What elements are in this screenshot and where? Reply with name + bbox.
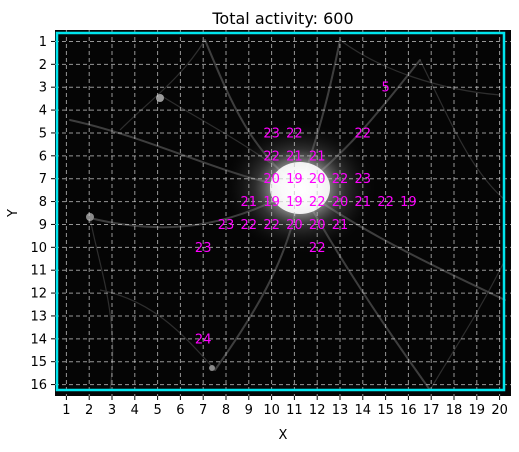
- cell-value-label: 23: [263, 126, 280, 141]
- y-tick-label: 7: [39, 172, 47, 187]
- cell-value-label: 22: [241, 218, 258, 233]
- y-tick-label: 4: [39, 104, 47, 119]
- x-tick-label: 13: [332, 403, 349, 418]
- y-tick-label: 11: [30, 264, 47, 279]
- cell-value-label: 21: [309, 149, 326, 164]
- cell-value-label: 20: [286, 218, 303, 233]
- plot-area: 5 23 22 22 22 21 21 20 19 20 22 23 21 19 19 22 20 21 22 19 2…: [55, 30, 511, 396]
- selection-frame: [55, 31, 506, 392]
- grid-lines: [55, 30, 511, 396]
- y-tick-label: 13: [30, 309, 47, 324]
- x-tick-label: 12: [309, 403, 326, 418]
- y-tick-label: 6: [39, 149, 47, 164]
- cell-value-label: 22: [355, 126, 372, 141]
- x-tick-label: 18: [446, 403, 463, 418]
- cell-value-label: 21: [355, 195, 372, 210]
- cell-value-label: 22: [263, 149, 280, 164]
- cell-value-label: 22: [309, 241, 326, 256]
- cell-value-label: 20: [332, 195, 349, 210]
- x-axis-label: X: [279, 428, 288, 443]
- y-tick-label: 8: [39, 195, 47, 210]
- y-tick-label: 14: [30, 332, 47, 347]
- cell-value-label: 19: [286, 172, 303, 187]
- cell-value-label: 5: [381, 81, 389, 96]
- cell-value-label: 21: [286, 149, 303, 164]
- cell-values: 5 23 22 22 22 21 21 20 19 20 22 23 21 19 19 22 20 21 22 19 2…: [195, 81, 417, 348]
- x-axis: 1 2 3 4 5 6 7 8 9 10 11 12 13 14 15 16 17 18 19 20: [62, 396, 508, 418]
- y-tick-label: 9: [39, 218, 47, 233]
- x-tick-label: 2: [85, 403, 93, 418]
- x-tick-label: 3: [108, 403, 116, 418]
- y-tick-label: 3: [39, 81, 47, 96]
- x-tick-label: 19: [469, 403, 486, 418]
- x-tick-label: 5: [153, 403, 161, 418]
- x-tick-label: 16: [400, 403, 417, 418]
- y-tick-label: 15: [30, 355, 47, 370]
- x-tick-label: 17: [423, 403, 440, 418]
- cell-value-label: 19: [400, 195, 417, 210]
- x-tick-label: 7: [199, 403, 207, 418]
- cell-value-label: 22: [377, 195, 394, 210]
- cell-value-label: 23: [218, 218, 235, 233]
- cell-value-label: 19: [263, 195, 280, 210]
- x-tick-label: 1: [62, 403, 70, 418]
- cell-value-label: 19: [286, 195, 303, 210]
- cell-value-label: 20: [309, 172, 326, 187]
- cell-value-label: 23: [195, 241, 212, 256]
- y-tick-label: 16: [30, 378, 47, 393]
- cell-value-label: 21: [332, 218, 349, 233]
- cell-value-label: 24: [195, 332, 212, 347]
- chart-title: Total activity: 600: [211, 9, 353, 28]
- cell-value-label: 23: [355, 172, 372, 187]
- cell-value-label: 22: [309, 195, 326, 210]
- cell-value-label: 22: [286, 126, 303, 141]
- x-tick-label: 11: [286, 403, 303, 418]
- x-tick-label: 10: [263, 403, 280, 418]
- y-tick-label: 12: [30, 287, 47, 302]
- cell-value-label: 20: [263, 172, 280, 187]
- y-tick-label: 2: [39, 58, 47, 73]
- cell-value-label: 21: [241, 195, 258, 210]
- x-tick-label: 6: [176, 403, 184, 418]
- y-tick-label: 10: [30, 241, 47, 256]
- cell-value-label: 22: [263, 218, 280, 233]
- x-tick-label: 8: [222, 403, 230, 418]
- cell-value-label: 22: [332, 172, 349, 187]
- y-axis-label: Y: [6, 209, 21, 218]
- x-tick-label: 15: [377, 403, 394, 418]
- x-tick-label: 20: [491, 403, 508, 418]
- x-tick-label: 9: [245, 403, 253, 418]
- cell-value-label: 20: [309, 218, 326, 233]
- y-tick-label: 1: [39, 35, 47, 50]
- x-tick-label: 14: [355, 403, 372, 418]
- y-tick-label: 5: [39, 126, 47, 141]
- x-tick-label: 4: [131, 403, 139, 418]
